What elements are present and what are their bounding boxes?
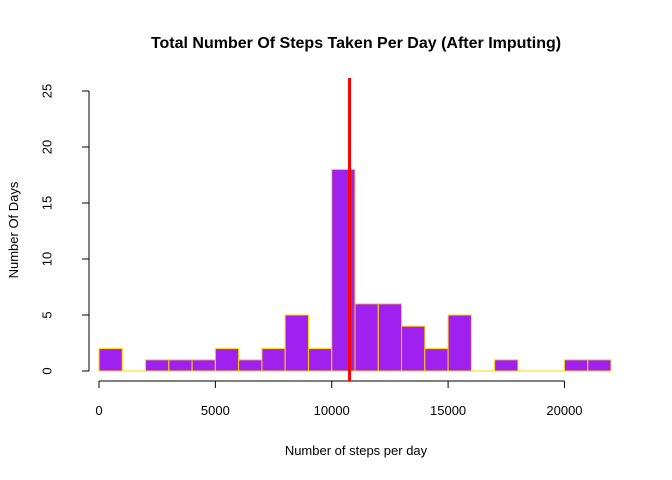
y-tick-label: 0 — [39, 367, 54, 374]
histogram-bar — [145, 359, 170, 372]
histogram-bar — [214, 348, 240, 372]
y-tick-label: 10 — [39, 252, 54, 266]
x-axis: 0 5000 10000 15000 20000 — [95, 380, 583, 418]
x-axis-label: Number of steps per day — [285, 443, 428, 458]
histogram-bar — [424, 348, 449, 372]
chart-title: Total Number Of Steps Taken Per Day (Aft… — [151, 35, 561, 52]
histogram-bar — [587, 359, 612, 372]
x-tick-label: 5000 — [201, 403, 230, 418]
histogram-bar — [401, 325, 426, 372]
x-tick-label: 10000 — [314, 403, 350, 418]
histogram-bar — [494, 359, 519, 372]
bars-group — [98, 168, 612, 372]
histogram-bar — [284, 314, 309, 372]
histogram-bar — [238, 359, 263, 372]
x-tick-label: 20000 — [546, 403, 582, 418]
x-tick-label: 0 — [95, 403, 102, 418]
histogram-bar — [563, 359, 589, 372]
y-axis: 0 5 10 15 20 25 — [39, 84, 90, 375]
histogram-bar — [191, 359, 216, 372]
histogram-bar — [377, 303, 403, 372]
histogram-bar — [331, 168, 356, 372]
y-tick-label: 25 — [39, 84, 54, 98]
histogram-bar — [354, 303, 379, 372]
y-axis-label: Number Of Days — [6, 181, 21, 278]
y-tick-label: 20 — [39, 140, 54, 154]
histogram-bar — [98, 348, 123, 372]
y-tick-label: 5 — [39, 311, 54, 318]
histogram-bar — [307, 348, 333, 372]
y-tick-label: 15 — [39, 196, 54, 210]
histogram-bar — [168, 359, 193, 372]
histogram-bar — [447, 314, 472, 372]
histogram-bar — [261, 348, 286, 372]
x-tick-label: 15000 — [430, 403, 466, 418]
